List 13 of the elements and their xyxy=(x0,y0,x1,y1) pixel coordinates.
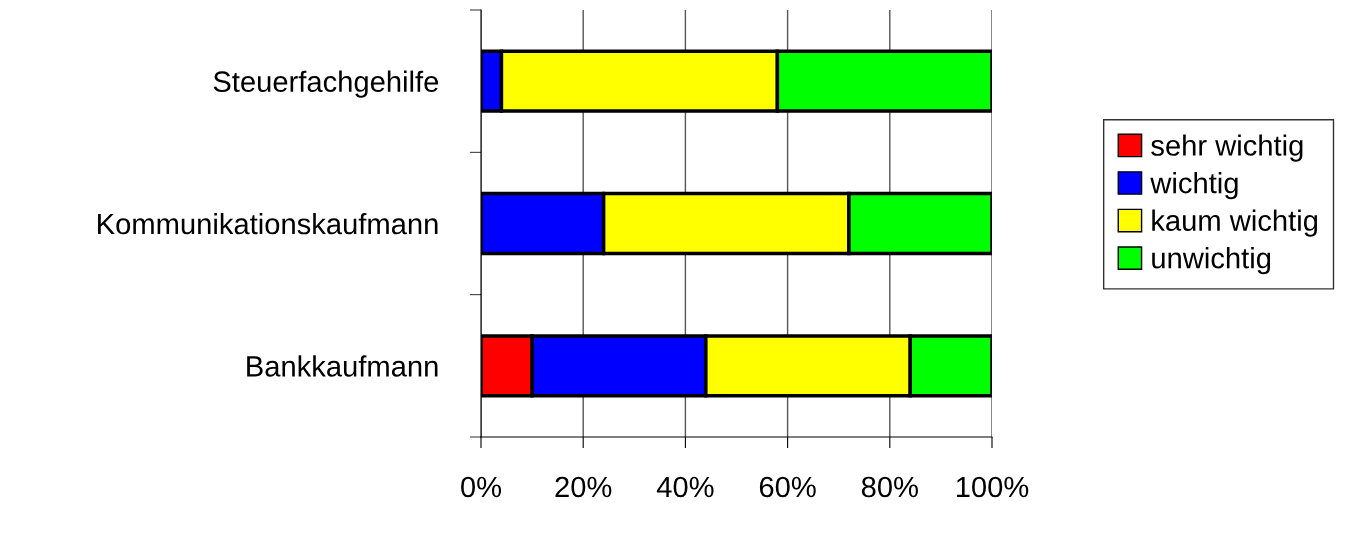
x-tick-label: 0% xyxy=(461,476,502,498)
y-tick-label: Steuerfachgehilfe xyxy=(213,70,439,98)
x-tick-label: 40% xyxy=(656,476,714,498)
legend-label: unwichtig xyxy=(1152,247,1271,275)
y-tick-label: Bankkaufmann xyxy=(247,355,438,377)
legend-label: kaum wichtig xyxy=(1152,209,1318,237)
legend-label: wichtig xyxy=(1150,171,1238,200)
y-tick-label: Kommunikationskaufmann xyxy=(98,212,438,235)
x-tick-label: 60% xyxy=(759,476,816,498)
x-tick-label: 100% xyxy=(956,476,1029,498)
x-tick-label: 20% xyxy=(555,476,612,498)
legend-label: sehr wichtig xyxy=(1151,134,1303,162)
x-tick-label: 80% xyxy=(861,476,918,498)
